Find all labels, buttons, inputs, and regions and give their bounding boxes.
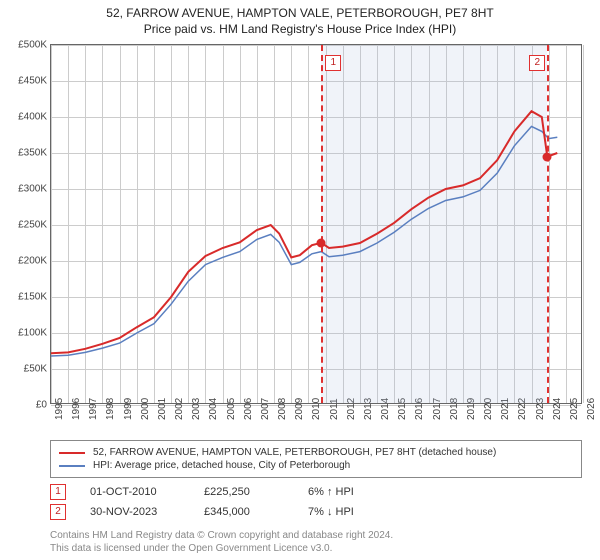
ytick-label: £400K: [3, 112, 47, 123]
transaction-rows: 1 01-OCT-2010 £225,250 6% ↑ HPI 2 30-NOV-2023…: [50, 480, 582, 524]
legend: 52, FARROW AVENUE, HAMPTON VALE, PETERBO…: [50, 440, 582, 478]
ytick-label: £500K: [3, 40, 47, 51]
chart-title-address: 52, FARROW AVENUE, HAMPTON VALE, PETERBO…: [0, 6, 600, 20]
ytick-label: £300K: [3, 184, 47, 195]
transaction-delta: 6% ↑ HPI: [308, 486, 354, 498]
transaction-vline: [547, 45, 549, 403]
legend-label-hpi: HPI: Average price, detached house, City…: [93, 460, 350, 471]
legend-row: HPI: Average price, detached house, City…: [59, 460, 573, 471]
ytick-label: £450K: [3, 76, 47, 87]
chart-svg: [51, 45, 583, 405]
chart-title-sub: Price paid vs. HM Land Registry's House …: [0, 22, 600, 36]
series-line-hpi: [51, 126, 557, 356]
legend-swatch-property: [59, 452, 85, 454]
transaction-price: £345,000: [204, 506, 284, 518]
transaction-row-badge: 2: [50, 504, 66, 520]
ytick-label: £150K: [3, 292, 47, 303]
transaction-dot: [317, 238, 326, 247]
legend-swatch-hpi: [59, 465, 85, 467]
chart-area: £0£50K£100K£150K£200K£250K£300K£350K£400…: [50, 44, 582, 404]
transaction-date: 01-OCT-2010: [90, 486, 180, 498]
transaction-row-badge: 1: [50, 484, 66, 500]
xtick-label: 2026: [586, 398, 597, 420]
transaction-vline: [321, 45, 323, 403]
transaction-dot: [543, 152, 552, 161]
ytick-label: £50K: [3, 364, 47, 375]
series-line-property: [51, 111, 557, 353]
transaction-date: 30-NOV-2023: [90, 506, 180, 518]
ytick-label: £350K: [3, 148, 47, 159]
transaction-row: 2 30-NOV-2023 £345,000 7% ↓ HPI: [50, 504, 582, 520]
ytick-label: £200K: [3, 256, 47, 267]
license-text: Contains HM Land Registry data © Crown c…: [50, 530, 393, 555]
ytick-label: £250K: [3, 220, 47, 231]
transaction-badge: 1: [325, 55, 341, 71]
transaction-delta: 7% ↓ HPI: [308, 506, 354, 518]
legend-row: 52, FARROW AVENUE, HAMPTON VALE, PETERBO…: [59, 447, 573, 458]
transaction-badge: 2: [529, 55, 545, 71]
ytick-label: £0: [3, 400, 47, 411]
gridline-x: [583, 45, 584, 403]
ytick-label: £100K: [3, 328, 47, 339]
transaction-row: 1 01-OCT-2010 £225,250 6% ↑ HPI: [50, 484, 582, 500]
legend-label-property: 52, FARROW AVENUE, HAMPTON VALE, PETERBO…: [93, 447, 496, 458]
transaction-price: £225,250: [204, 486, 284, 498]
